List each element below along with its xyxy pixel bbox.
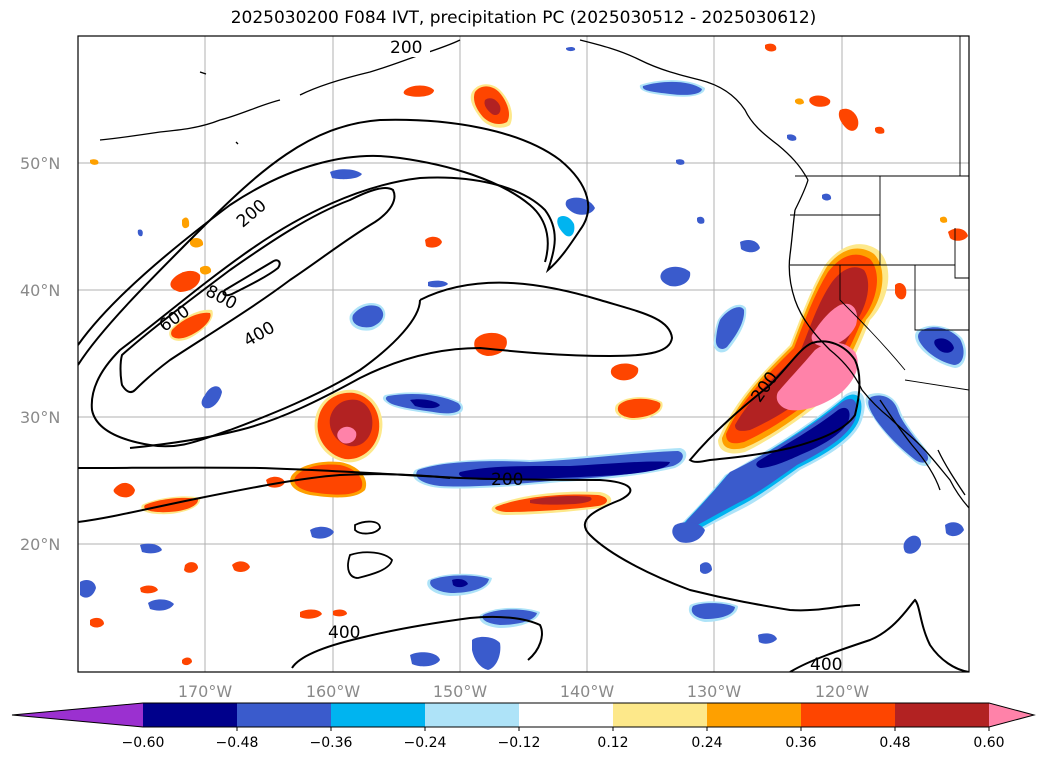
colorbar-tick-label: −0.48 [216, 735, 259, 751]
contour-label: 200 [390, 38, 422, 58]
colorbar-segment [801, 703, 896, 727]
colorbar-tick-label: −0.12 [498, 735, 541, 751]
contour-label: 400 [810, 655, 842, 675]
precip-negative-anomalies [80, 46, 966, 670]
ivt-contour-400-south [78, 473, 451, 523]
colorbar-tick-label: 0.48 [879, 735, 910, 751]
coastline-us-west [788, 209, 969, 509]
colorbar: −0.60 −0.48 −0.36 −0.24 −0.12 0.12 0.24 0.36 0.4… [11, 702, 1036, 751]
colorbar-segment [331, 703, 426, 727]
lat-label: 50°N [20, 154, 60, 173]
colorbar-segment [613, 703, 708, 727]
colorbar-tick-label: 0.36 [785, 735, 816, 751]
contour-label: 400 [328, 623, 360, 643]
ivt-contour-400-north [78, 154, 549, 346]
lon-label: 150°W [433, 682, 488, 701]
colorbar-outline [11, 702, 1036, 728]
colorbar-tick-label: −0.24 [404, 735, 447, 751]
colorbar-segment [519, 703, 614, 727]
graticule [78, 36, 969, 672]
ivt-contour-800 [222, 259, 281, 297]
ivt-contour-200-central [78, 466, 861, 612]
colorbar-segment [143, 703, 238, 727]
colorbar-tick-label: −0.36 [310, 735, 353, 751]
colorbar-tick-label: 0.12 [597, 735, 628, 751]
ivt-contours [78, 118, 969, 672]
map-frame [77, 35, 970, 673]
colorbar-segment [895, 703, 990, 727]
colorbar-extend-low [12, 703, 143, 727]
lon-label: 140°W [560, 682, 615, 701]
coastline-canada [794, 179, 809, 211]
colorbar-tick-label: −0.60 [122, 735, 165, 751]
colorbar-tick-label: 0.24 [691, 735, 722, 751]
ivt-contour-600 [119, 187, 396, 394]
ivt-contour-400-mid [129, 281, 674, 449]
colorbar-segment [707, 703, 802, 727]
map-title: 2025030200 F084 IVT, precipitation PC (2… [230, 8, 817, 28]
lon-label: 160°W [306, 682, 361, 701]
colorbar-segment [425, 703, 520, 727]
ivt-contour-400-bottom [291, 615, 543, 669]
contour-label: 200 [491, 470, 523, 490]
colorbar-tick-label: 0.60 [973, 735, 1004, 751]
coastlines [99, 36, 969, 509]
lon-label: 170°W [178, 682, 233, 701]
lon-label: 130°W [687, 682, 742, 701]
lat-label: 30°N [20, 408, 60, 427]
lon-label: 120°W [815, 682, 870, 701]
map-panel: 200 200 600 800 400 200 200 400 400 [78, 36, 969, 675]
colorbar-segment [237, 703, 332, 727]
lat-tick-labels: 50°N 40°N 30°N 20°N [20, 154, 60, 554]
ivt-contour-200-north [78, 118, 590, 448]
lon-tick-labels: 170°W 160°W 150°W 140°W 130°W 120°W [178, 682, 870, 701]
coastline-alaska [299, 39, 461, 96]
lat-label: 40°N [20, 281, 60, 300]
colorbar-extend-high [989, 703, 1034, 727]
lat-label: 20°N [20, 535, 60, 554]
ivt-contour-400-se [789, 598, 969, 672]
